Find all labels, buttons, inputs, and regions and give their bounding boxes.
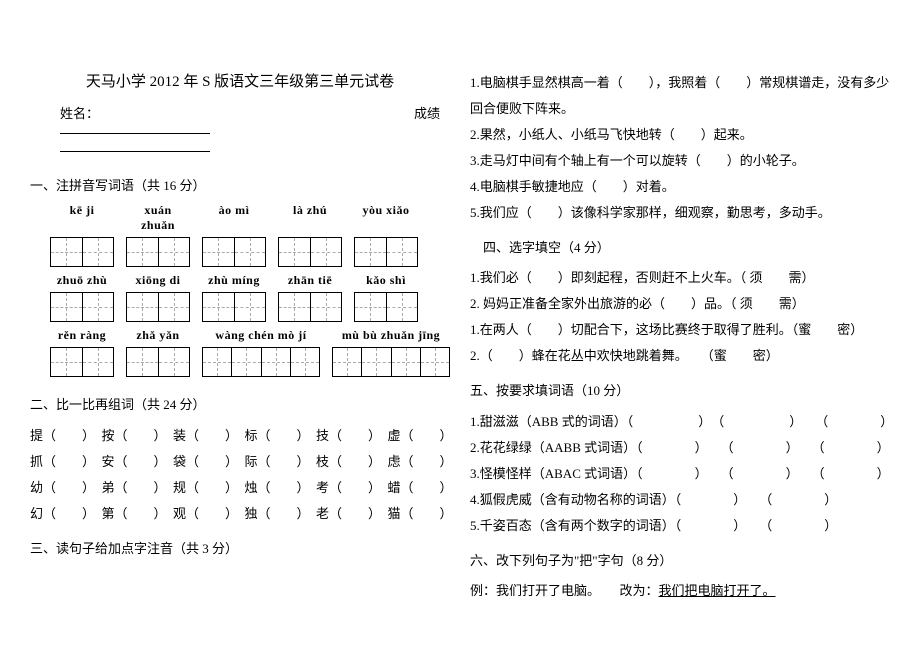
sec2-line: 幻（ ） 第（ ） 观（ ） 独（ ） 老（ ） 猫（ ） [30,501,450,527]
pinyin: wàng chén mò jí [202,328,320,343]
grid-row-3 [30,347,450,377]
sec3-line: 2.果然，小纸人、小纸马飞快地转（ ）起来。 [470,122,890,148]
tianzige[interactable] [202,347,320,377]
pinyin: xuán zhuǎn [126,203,190,233]
name-underline-1[interactable] [60,122,210,134]
sec3-line: 3.走马灯中间有个轴上有一个可以旋转（ ）的小轮子。 [470,148,890,174]
sec2-line: 提（ ） 按（ ） 装（ ） 标（ ） 技（ ） 虚（ ） [30,423,450,449]
section-3-heading: 三、读句子给加点字注音（共 3 分） [30,537,450,560]
sec6-example: 例：我们打开了电脑。 改为：我们把电脑打开了。 [470,578,890,604]
pinyin: zhù míng [202,273,266,288]
sec6-example-answer: 我们把电脑打开了。 [659,583,776,598]
tianzige[interactable] [126,347,190,377]
tianzige[interactable] [50,237,114,267]
section-1-heading: 一、注拼音写词语（共 16 分） [30,174,450,197]
tianzige[interactable] [354,237,418,267]
pinyin: mù bù zhuǎn jīng [332,328,450,343]
pinyin: xiōng di [126,273,190,288]
sec5-line: 4.狐假虎威（含有动物名称的词语）（ ） （ ） [470,487,890,513]
section-2-heading: 二、比一比再组词（共 24 分） [30,393,450,416]
pinyin: zhǎ yǎn [126,328,190,343]
pinyin: rěn ràng [50,328,114,343]
sec4-line: 1.我们必（ ）即刻起程，否则赶不上火车。（ 须 需） [470,265,890,291]
name-label: 姓名： [60,106,99,121]
pinyin-row-3: rěn ràng zhǎ yǎn wàng chén mò jí mù bù z… [30,328,450,343]
pinyin-row-2: zhuō zhù xiōng di zhù míng zhān tiē kǎo … [30,273,450,288]
pinyin: kē ji [50,203,114,233]
tianzige[interactable] [202,292,266,322]
sec4-line: 2.（ ）蜂在花丛中欢快地跳着舞。 （蜜 密） [470,343,890,369]
tianzige[interactable] [278,292,342,322]
sec2-line: 幼（ ） 弟（ ） 规（ ） 烛（ ） 考（ ） 蜡（ ） [30,475,450,501]
grid-row-2 [30,292,450,322]
tianzige[interactable] [354,292,418,322]
sec5-line: 3.怪模怪样（ABAC 式词语）（ ） （ ） （ ） [470,461,890,487]
exam-title: 天马小学 2012 年 S 版语文三年级第三单元试卷 [30,70,450,91]
sec3-line: 1.电脑棋手显然棋高一着（ ），我照着（ ）常规棋谱走，没有多少回合便败下阵来。 [470,70,890,122]
grid-row-1 [30,237,450,267]
tianzige[interactable] [278,237,342,267]
page: 天马小学 2012 年 S 版语文三年级第三单元试卷 姓名： 成绩 一、注拼音写… [0,0,920,651]
tianzige[interactable] [332,347,450,377]
tianzige[interactable] [202,237,266,267]
section-5-heading: 五、按要求填词语（10 分） [470,379,890,402]
section-4-heading: 四、选字填空（4 分） [470,236,890,259]
sec2-line: 抓（ ） 安（ ） 袋（ ） 际（ ） 枝（ ） 虑（ ） [30,449,450,475]
sec5-line: 1.甜滋滋（ABB 式的词语）（ ） （ ） （ ） [470,409,890,435]
tianzige[interactable] [50,347,114,377]
section-6-heading: 六、改下列句子为"把"字句（8 分） [470,549,890,572]
tianzige[interactable] [50,292,114,322]
name-row: 姓名： 成绩 [30,103,450,156]
sec4-line: 1.在两人（ ）切配合下，这场比赛终于取得了胜利。（蜜 密） [470,317,890,343]
pinyin: yòu xiǎo [354,203,418,233]
sec5-line: 2.花花绿绿（AABB 式词语）（ ） （ ） （ ） [470,435,890,461]
sec4-line: 2. 妈妈正准备全家外出旅游的必（ ）品。（ 须 需） [470,291,890,317]
pinyin: zhān tiē [278,273,342,288]
sec3-line: 4.电脑棋手敏捷地应（ ）对着。 [470,174,890,200]
pinyin: ào mì [202,203,266,233]
sec6-example-label: 例：我们打开了电脑。 改为： [470,583,659,598]
pinyin: zhuō zhù [50,273,114,288]
left-column: 天马小学 2012 年 S 版语文三年级第三单元试卷 姓名： 成绩 一、注拼音写… [30,70,450,621]
tianzige[interactable] [126,292,190,322]
pinyin: kǎo shì [354,273,418,288]
pinyin-row-1: kē ji xuán zhuǎn ào mì là zhú yòu xiǎo [30,203,450,233]
name-underline-2[interactable] [60,142,210,152]
sec5-line: 5.千姿百态（含有两个数字的词语）（ ） （ ） [470,513,890,539]
score-label: 成绩 [414,103,440,122]
sec3-line: 5.我们应（ ）该像科学家那样，细观察，勤思考，多动手。 [470,200,890,226]
tianzige[interactable] [126,237,190,267]
pinyin: là zhú [278,203,342,233]
right-column: 1.电脑棋手显然棋高一着（ ），我照着（ ）常规棋谱走，没有多少回合便败下阵来。… [470,70,890,621]
